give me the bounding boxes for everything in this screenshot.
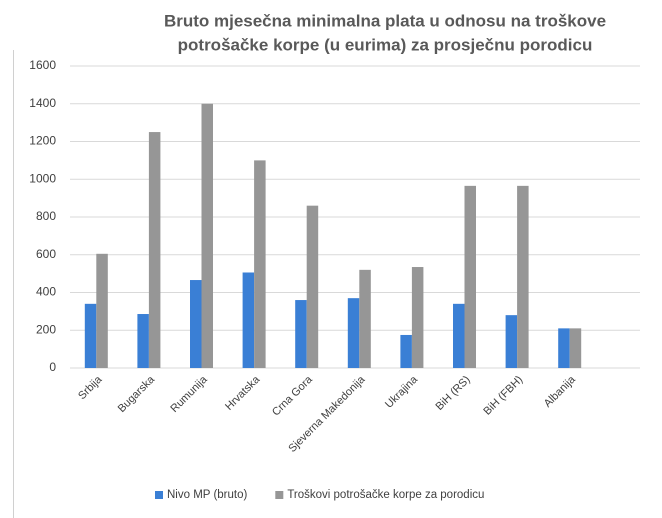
bar	[569, 328, 582, 368]
bar	[242, 272, 255, 368]
bar	[295, 300, 307, 368]
x-tick-label: BiH (FBH)	[481, 374, 525, 418]
y-tick-label: 1000	[29, 171, 56, 185]
bar	[453, 303, 465, 368]
legend-label: Nivo MP (bruto)	[167, 489, 247, 501]
bar	[347, 298, 360, 368]
bar	[558, 328, 570, 368]
bar	[137, 314, 149, 368]
x-tick-label: Albanija	[542, 373, 579, 410]
legend-swatch	[155, 491, 163, 499]
x-tick-label: Rumunija	[168, 373, 210, 415]
bar	[190, 280, 202, 368]
y-tick-label: 1400	[29, 96, 56, 110]
x-tick-label: BiH (RS)	[434, 374, 473, 413]
legend-swatch	[275, 491, 284, 499]
bar	[505, 315, 518, 368]
bar	[517, 185, 529, 368]
chart-title: Bruto mjesečna minimalna plata u odnosu …	[164, 11, 606, 30]
y-tick-label: 200	[36, 322, 56, 336]
y-tick-label: 1600	[29, 58, 56, 72]
x-tick-label: Srbija	[76, 373, 105, 402]
bar	[84, 303, 97, 368]
bar	[464, 185, 476, 368]
x-tick-label: Hrvatska	[223, 373, 263, 413]
x-tick-label: Crna Gora	[270, 373, 315, 418]
bar	[359, 269, 371, 368]
y-tick-label: 800	[36, 209, 56, 223]
x-tick-label: Bugarska	[116, 373, 158, 415]
bar	[254, 160, 266, 368]
bar	[148, 132, 161, 368]
y-tick-label: 1200	[29, 134, 56, 148]
y-tick-label: 600	[36, 247, 56, 261]
legend-label: Troškovi potrošačke korpe za porodicu	[287, 489, 484, 501]
bar	[400, 334, 412, 368]
bar	[306, 205, 319, 368]
bar	[411, 267, 424, 368]
chart-title: potrošačke korpe (u eurima) za prosječnu…	[178, 35, 593, 54]
y-tick-label: 400	[36, 285, 56, 299]
bar	[96, 253, 108, 368]
y-tick-label: 0	[49, 360, 56, 374]
x-tick-label: Ukrajina	[383, 373, 421, 411]
bar	[201, 103, 213, 368]
